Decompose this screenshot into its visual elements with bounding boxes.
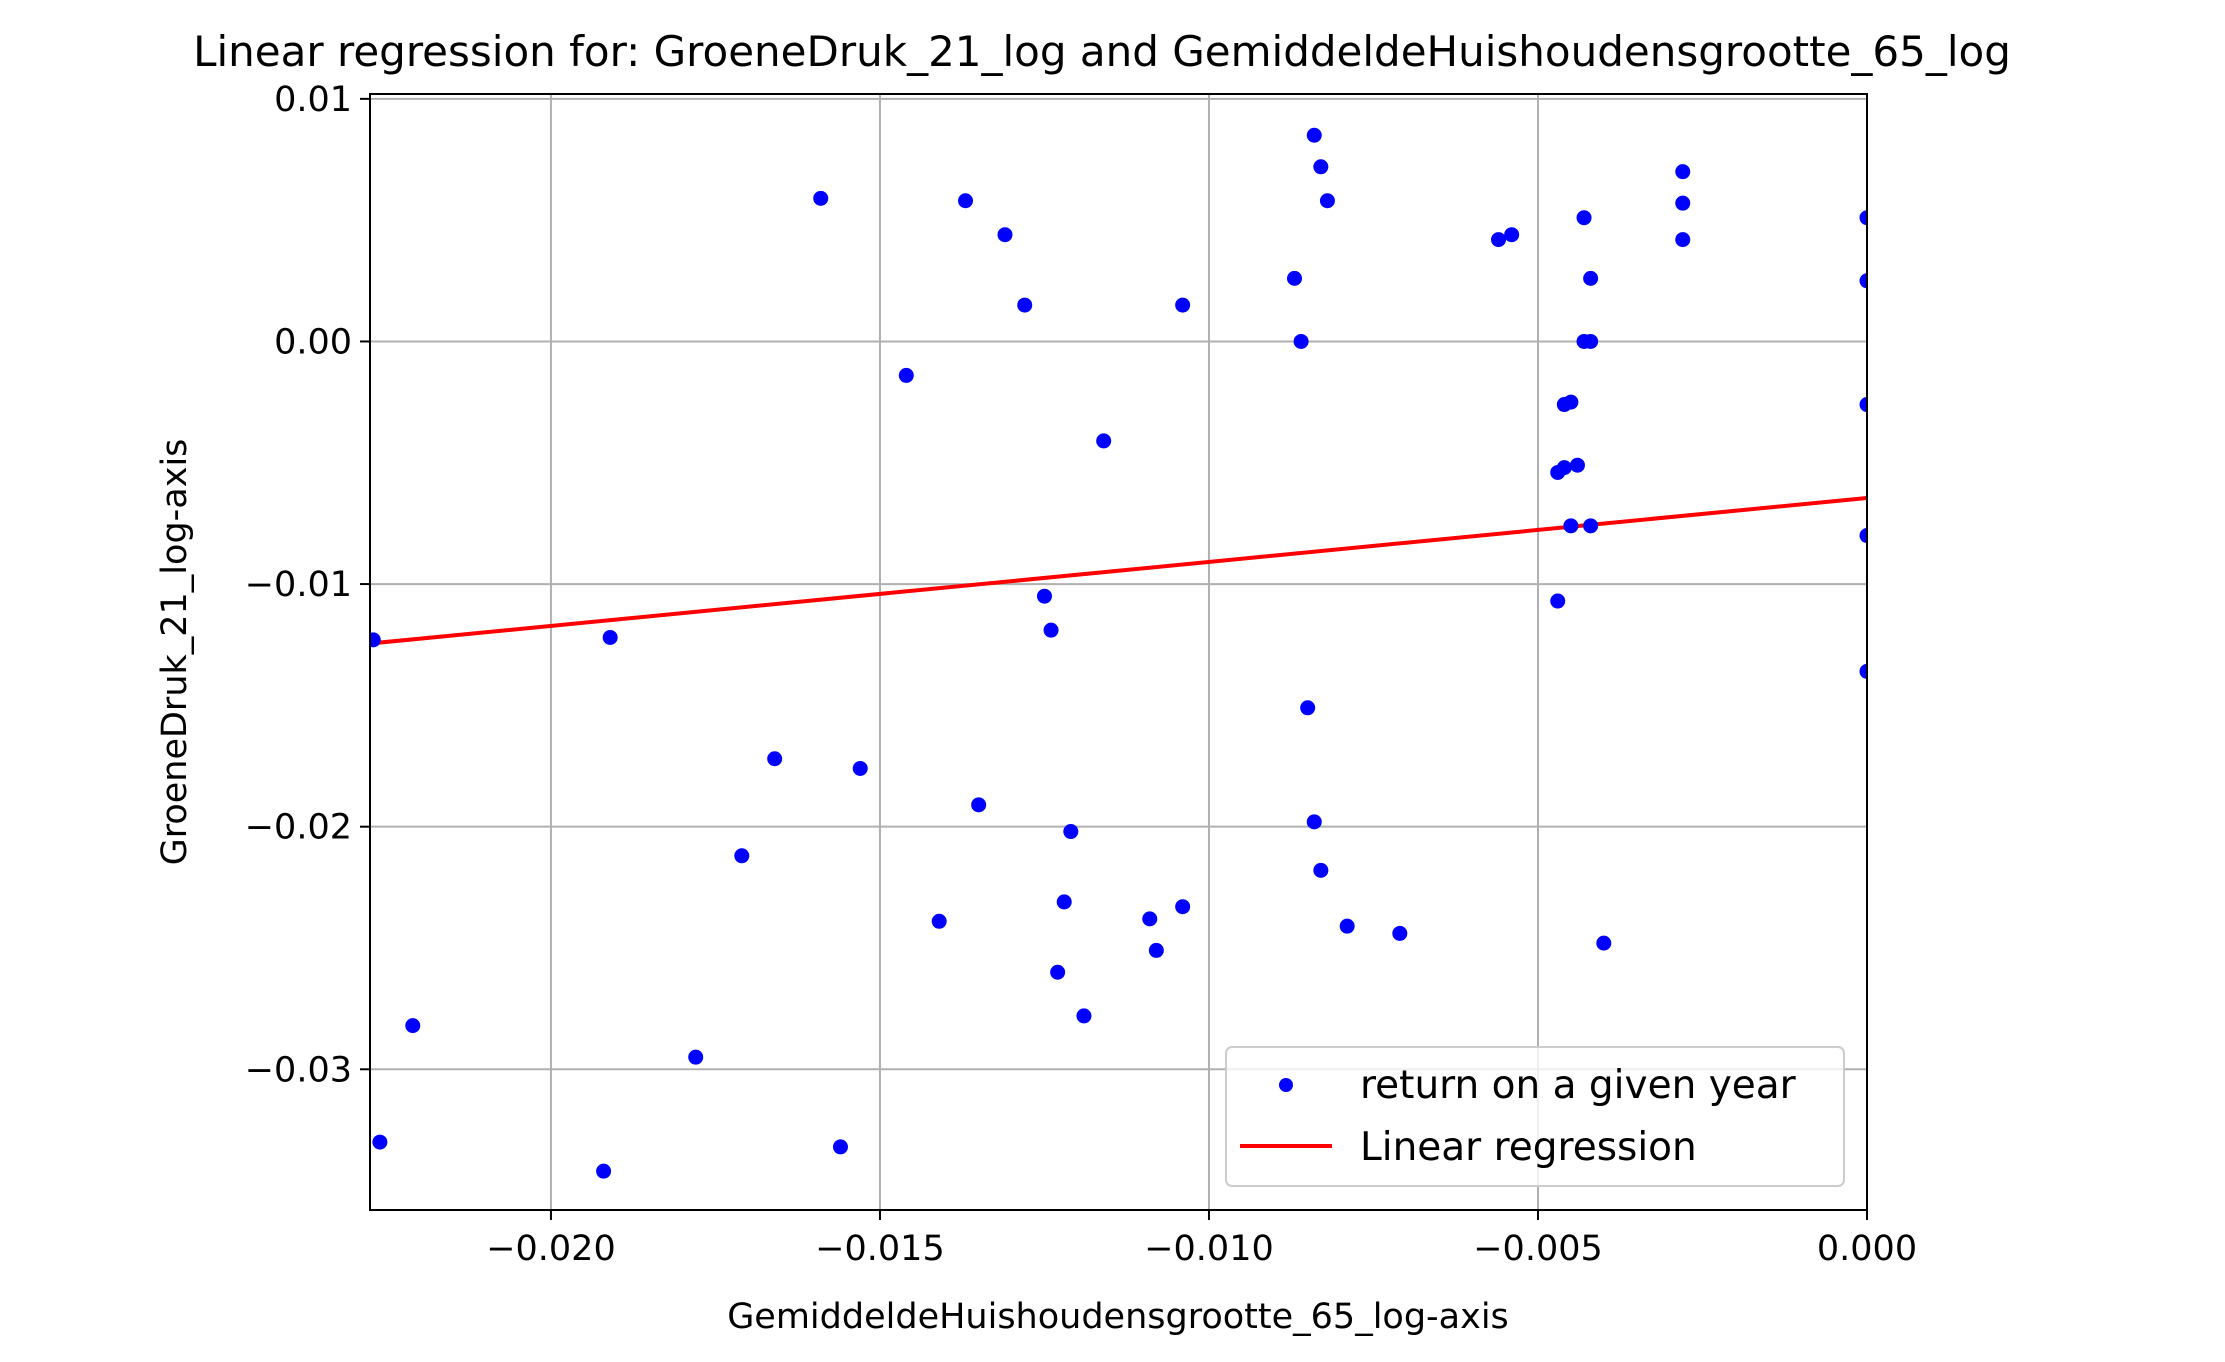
scatter-point <box>1300 700 1316 716</box>
scatter-point <box>1306 814 1322 830</box>
scatter-point <box>1148 942 1164 958</box>
scatter-point <box>1036 588 1052 604</box>
scatter-point <box>1287 270 1303 286</box>
scatter-point <box>734 848 750 864</box>
regression-line <box>370 495 1867 646</box>
scatter-point <box>1043 622 1059 638</box>
x-axis-label: GemiddeldeHuishoudensgrootte_65_log-axis <box>727 1297 1509 1337</box>
scatter-point <box>971 797 987 813</box>
scatter-point <box>1313 862 1329 878</box>
scatter-point <box>1339 918 1355 934</box>
scatter-point <box>832 1139 848 1155</box>
scatter-point <box>1563 518 1579 534</box>
scatter-point <box>1491 232 1507 248</box>
scatter-point <box>1859 397 1867 413</box>
legend-box <box>1225 1046 1845 1187</box>
scatter-point <box>997 227 1013 243</box>
y-tick-label: 0.01 <box>274 80 352 120</box>
legend-label-line: Linear regression <box>1360 1125 1697 1170</box>
scatter-point <box>1313 159 1329 175</box>
scatter-point <box>1596 935 1612 951</box>
scatter-point <box>1859 528 1867 544</box>
scatter-point <box>1063 824 1079 840</box>
y-tick-label: −0.03 <box>245 1050 352 1090</box>
scatter-point <box>1319 193 1335 209</box>
scatter-point <box>931 913 947 929</box>
scatter-point <box>1583 518 1599 534</box>
scatter-point <box>1675 195 1691 211</box>
y-tick-label: −0.02 <box>245 808 352 848</box>
x-axis-ticks: −0.020 −0.015 −0.010 −0.005 0.000 <box>486 1210 1917 1269</box>
scatter-point <box>1583 333 1599 349</box>
scatter-point <box>1504 227 1520 243</box>
scatter-point <box>813 190 829 206</box>
scatter-point <box>1583 270 1599 286</box>
scatter-point <box>1675 164 1691 180</box>
scatter-point <box>958 193 974 209</box>
plot-area <box>370 127 1867 1179</box>
scatter-point <box>1056 894 1072 910</box>
scatter-point <box>688 1049 704 1065</box>
scatter-point <box>1556 460 1572 476</box>
scatter-point <box>767 751 783 767</box>
scatter-points-layer <box>370 127 1867 1179</box>
scatter-point <box>1576 210 1592 226</box>
scatter-point <box>370 632 381 648</box>
scatter-point <box>1569 457 1585 473</box>
scatter-point <box>1175 899 1191 915</box>
scatter-point <box>602 629 618 645</box>
scatter-point <box>1175 297 1191 313</box>
legend-label-scatter: return on a given year <box>1360 1063 1797 1108</box>
y-axis-ticks: 0.01 0.00 −0.01 −0.02 −0.03 <box>245 80 370 1090</box>
y-tick-label: 0.00 <box>274 322 352 362</box>
legend: return on a given year Linear regression <box>1225 1046 1845 1187</box>
chart-title: Linear regression for: GroeneDruk_21_log… <box>193 27 2011 76</box>
scatter-point <box>1859 210 1867 226</box>
scatter-point <box>1675 232 1691 248</box>
scatter-point <box>596 1163 612 1179</box>
scatter-point <box>1050 964 1066 980</box>
scatter-point <box>405 1018 421 1034</box>
y-tick-label: −0.01 <box>245 565 352 605</box>
scatter-point <box>1096 433 1112 449</box>
scatter-point <box>1563 394 1579 410</box>
plot-frame <box>369 93 1868 1211</box>
x-tick-label: −0.020 <box>486 1229 616 1269</box>
x-tick-label: 0.000 <box>1817 1229 1917 1269</box>
scatter-point <box>1550 593 1566 609</box>
scatter-point <box>1017 297 1033 313</box>
scatter-point <box>852 760 868 776</box>
scatter-point <box>1142 911 1158 927</box>
x-tick-label: −0.015 <box>815 1229 945 1269</box>
y-axis-label: GroeneDruk_21_log-axis <box>155 439 195 866</box>
scatter-point <box>1859 273 1867 289</box>
regression-layer <box>370 495 1867 646</box>
scatter-point <box>1076 1008 1092 1024</box>
scatter-point <box>898 367 914 383</box>
scatter-point <box>1293 333 1309 349</box>
scatter-point <box>1859 663 1867 679</box>
x-tick-label: −0.010 <box>1144 1229 1274 1269</box>
x-tick-label: −0.005 <box>1473 1229 1603 1269</box>
scatter-point <box>1306 127 1322 143</box>
legend-marker-scatter <box>1279 1078 1293 1092</box>
scatter-point <box>372 1134 388 1150</box>
scatter-point <box>1392 925 1408 941</box>
